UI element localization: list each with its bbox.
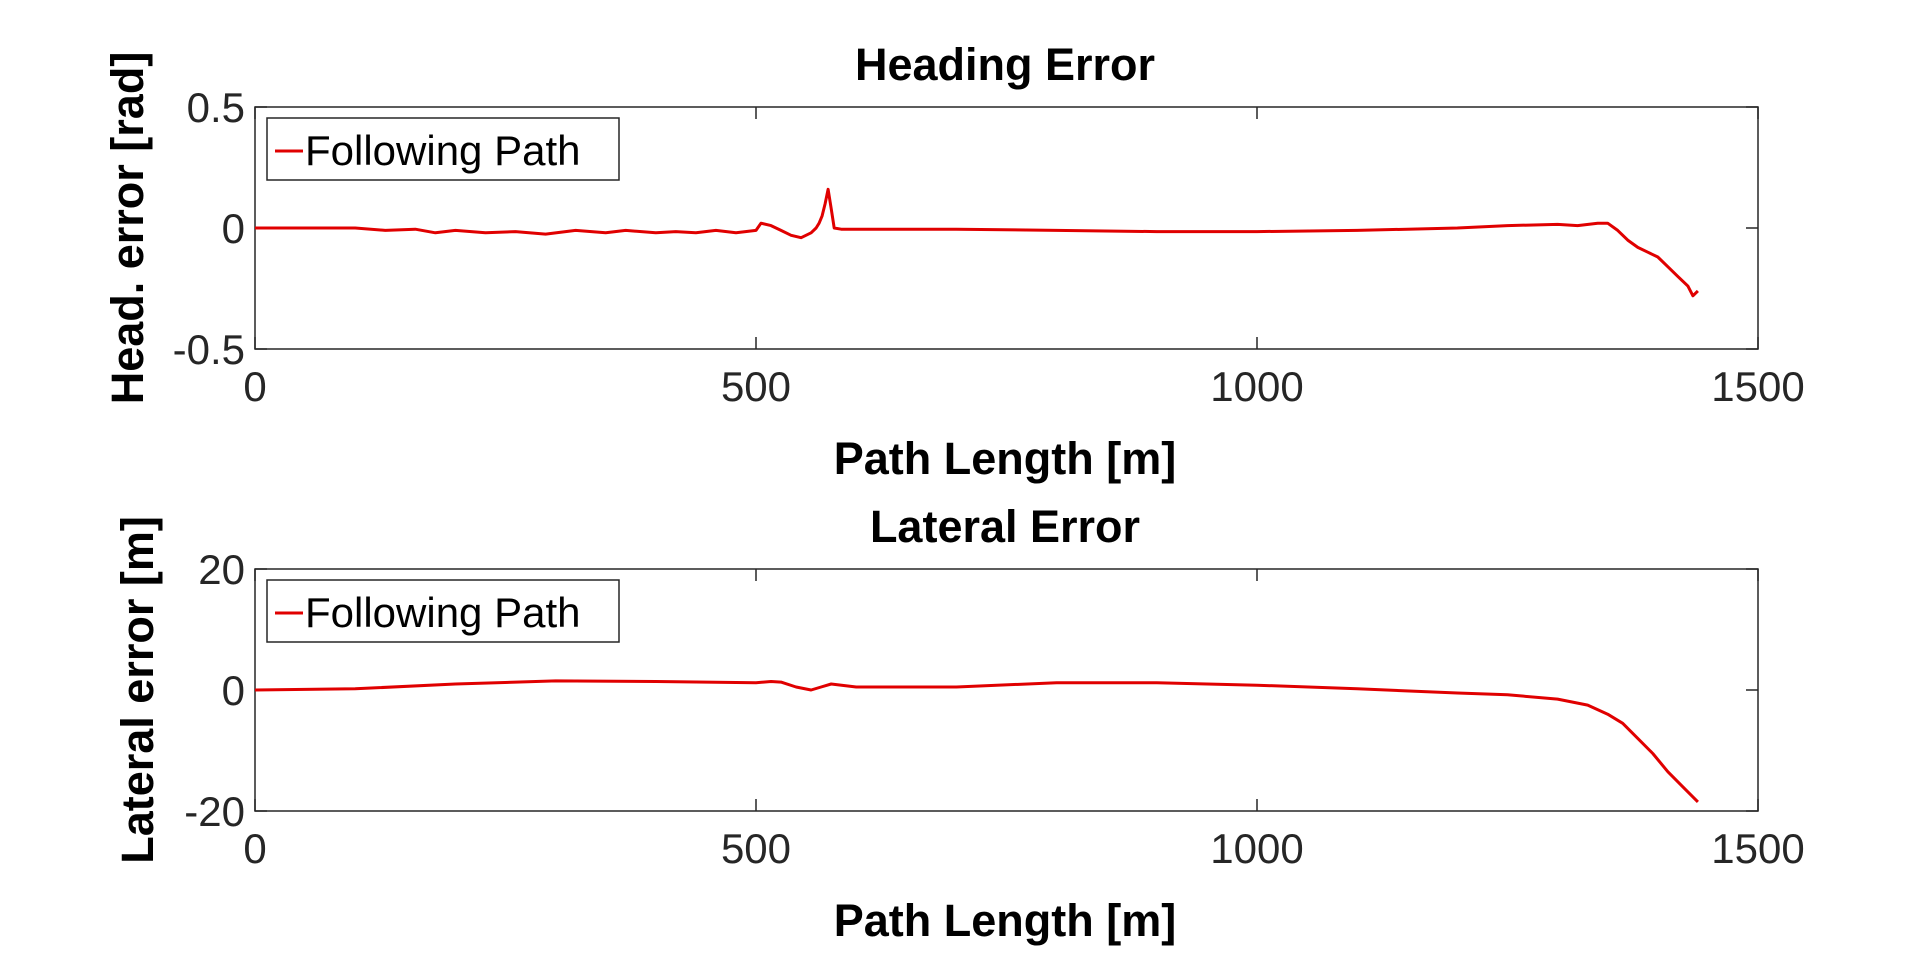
x-axis-label: Path Length [m] (834, 895, 1176, 946)
chart-title: Heading Error (855, 39, 1155, 90)
heading-error-subplot: Heading Error 0 500 1000 1500 -0.500.5 Path… (102, 39, 1805, 484)
series-line-following-path (254, 679, 1699, 803)
x-tick-label: 1500 (1711, 363, 1804, 410)
legend-label: Following Path (305, 127, 580, 174)
legend-box (266, 117, 620, 181)
y-tick-label: 20 (198, 546, 245, 593)
x-ticks: 0 500 1000 1500 (243, 107, 1805, 410)
chart-title: Lateral Error (870, 501, 1140, 552)
x-tick-label: 0 (243, 825, 266, 872)
x-tick-label: 1000 (1210, 363, 1303, 410)
x-tick-label: 1500 (1711, 825, 1804, 872)
y-ticks: -20 0 20 (184, 546, 1758, 835)
x-tick-label: 500 (721, 363, 791, 410)
y-ticks: -0.5 0 0.5 (173, 84, 1758, 373)
legend: Following Path (266, 117, 620, 181)
y-tick-label: -0.5 (173, 326, 245, 373)
x-tick-label: 1000 (1210, 825, 1303, 872)
y-tick-label: 0 (222, 205, 245, 252)
y-tick-label: -20 (184, 788, 245, 835)
x-tick-label: 0 (243, 363, 266, 410)
legend-label: Following Path (305, 589, 580, 636)
legend: Following Path (266, 579, 620, 643)
series-line-following-path (255, 187, 1699, 298)
y-axis-label: Head. error [rad] (102, 52, 153, 405)
legend-box (266, 579, 620, 643)
y-axis-label: Lateral error [m] (112, 516, 163, 864)
y-tick-label: 0.5 (187, 84, 245, 131)
x-ticks: 0 500 1000 1500 (243, 569, 1805, 872)
x-axis-label: Path Length [m] (834, 433, 1176, 484)
y-tick-label: 0 (222, 667, 245, 714)
x-tick-label: 500 (721, 825, 791, 872)
